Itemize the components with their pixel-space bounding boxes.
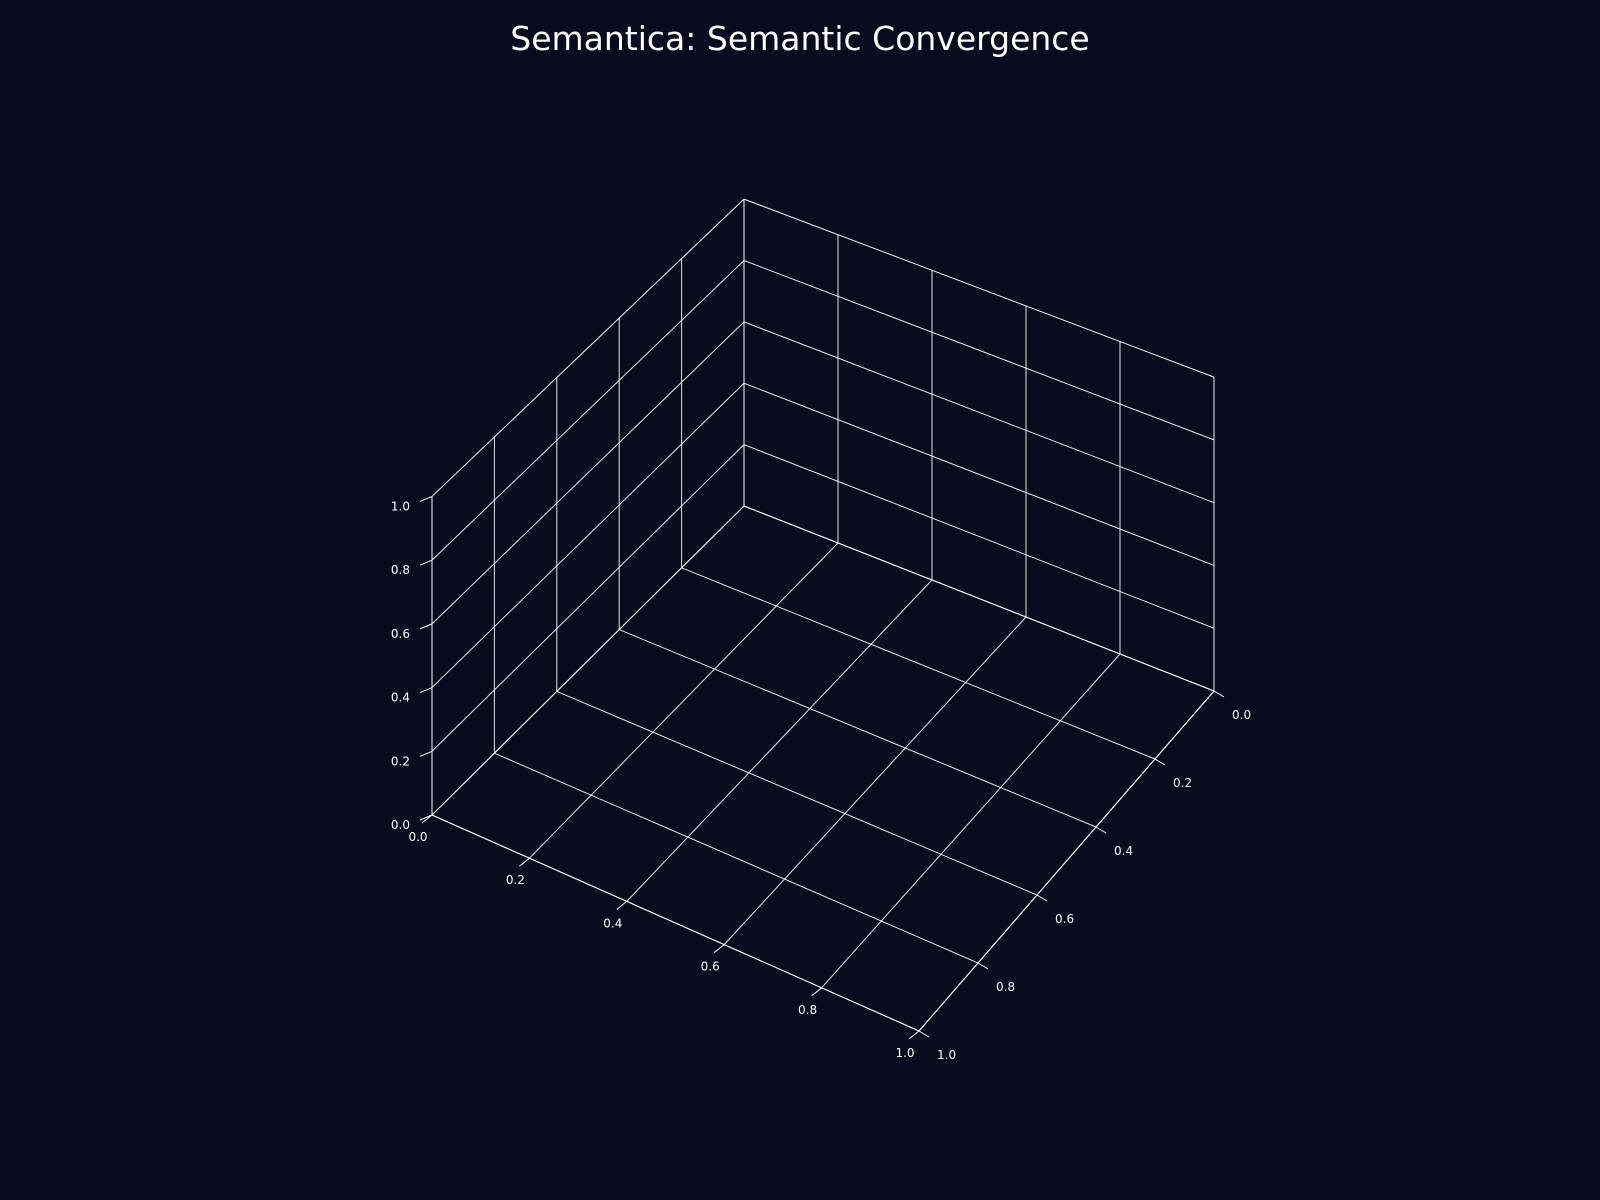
z-tick-label: 0.2 bbox=[391, 754, 410, 768]
x-tick-label: 0.4 bbox=[603, 916, 622, 930]
y-tick-label: 0.6 bbox=[1055, 912, 1074, 926]
z-tick-label: 1.0 bbox=[391, 499, 410, 513]
y-tick-label: 0.4 bbox=[1114, 844, 1133, 858]
gridline-floor-x bbox=[494, 752, 979, 964]
gridline-wall-z bbox=[743, 444, 1215, 629]
z-tick-mark bbox=[419, 623, 433, 630]
z-tick-mark bbox=[419, 687, 433, 694]
gridline-wall-z bbox=[743, 198, 1215, 378]
gridline-floor-x bbox=[619, 629, 1097, 828]
gridline-floor-y bbox=[529, 542, 839, 859]
chart-title: Semantica: Semantic Convergence bbox=[510, 19, 1090, 58]
y-tick-mark bbox=[918, 1030, 930, 1038]
gridline-wall-z bbox=[743, 321, 1215, 504]
gridline-wall-z bbox=[431, 505, 745, 816]
gridline-floor-y bbox=[821, 653, 1121, 989]
y-tick-mark bbox=[1036, 894, 1048, 902]
y-tick-label: 0.8 bbox=[996, 980, 1015, 994]
gridline-wall-z bbox=[431, 321, 745, 625]
y-tick-label: 1.0 bbox=[937, 1048, 956, 1062]
z-tick-mark bbox=[419, 559, 433, 566]
gridline-wall-z bbox=[743, 505, 1215, 692]
x-tick-mark bbox=[713, 944, 725, 953]
y-tick-mark bbox=[1154, 758, 1166, 766]
gridline-floor-y bbox=[723, 616, 1027, 945]
x-tick-mark bbox=[811, 987, 822, 997]
x-tick-label: 1.0 bbox=[895, 1046, 914, 1060]
x-tick-label: 0.2 bbox=[506, 873, 525, 887]
z-tick-label: 0.8 bbox=[391, 563, 410, 577]
gridline-wall-z bbox=[743, 260, 1215, 441]
z-tick-label: 0.6 bbox=[391, 627, 410, 641]
x-tick-label: 0.0 bbox=[408, 830, 427, 844]
z-tick-label: 0.0 bbox=[391, 818, 410, 832]
x-tick-mark bbox=[421, 814, 433, 824]
y-tick-mark bbox=[977, 962, 989, 970]
gridline-floor-y bbox=[626, 579, 933, 902]
x-axis-line bbox=[431, 814, 920, 1032]
gridline-wall-z bbox=[431, 198, 745, 497]
x-tick-mark bbox=[616, 901, 628, 910]
x-tick-mark bbox=[908, 1030, 920, 1040]
y-axis-line bbox=[918, 690, 1215, 1032]
gridline-wall-z bbox=[743, 382, 1215, 566]
y-tick-label: 0.2 bbox=[1173, 776, 1192, 790]
z-tick-mark bbox=[419, 495, 433, 502]
gridline-wall-z bbox=[431, 260, 745, 561]
gridline-wall-z bbox=[431, 444, 745, 752]
gridline-wall-z bbox=[431, 382, 745, 688]
z-tick-mark bbox=[419, 814, 433, 821]
z-tick-mark bbox=[419, 750, 433, 757]
x-tick-label: 0.6 bbox=[701, 960, 720, 974]
y-tick-label: 0.0 bbox=[1232, 708, 1251, 722]
z-tick-label: 0.4 bbox=[391, 691, 410, 705]
gridline-floor-x bbox=[681, 567, 1156, 760]
y-tick-mark bbox=[1213, 690, 1225, 698]
gridline-floor-x bbox=[556, 690, 1038, 896]
x-tick-mark bbox=[519, 857, 530, 867]
y-tick-mark bbox=[1095, 826, 1107, 834]
x-tick-label: 0.8 bbox=[798, 1003, 817, 1017]
